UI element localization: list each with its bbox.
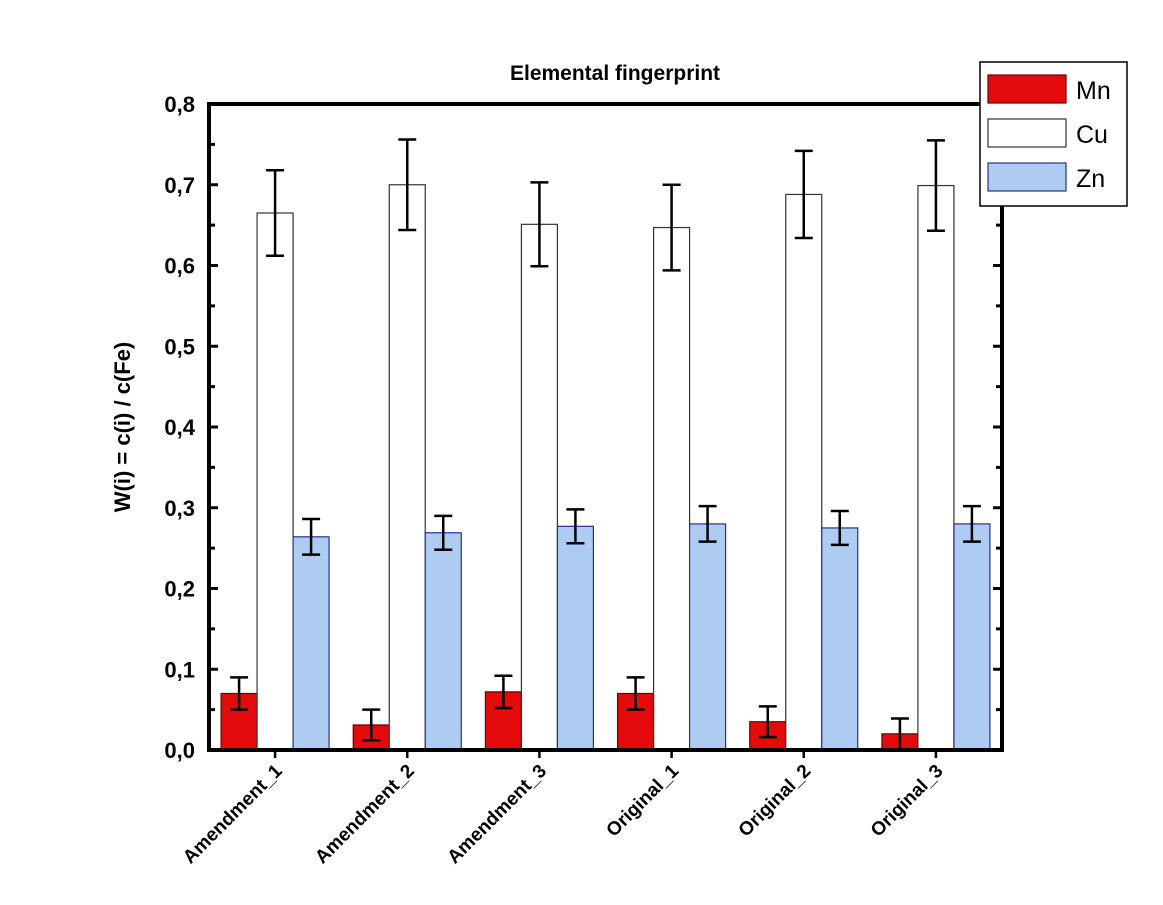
y-tick-label: 0,2 [164, 577, 195, 602]
bar-zn [821, 527, 859, 751]
legend-label-cu: Cu [1076, 121, 1108, 149]
x-tick-label: Original_1 [603, 760, 684, 841]
y-tick-label: 0,7 [164, 173, 195, 198]
bar-zn [292, 536, 330, 751]
bar-zn [688, 523, 727, 751]
x-tick-label: Original_2 [735, 761, 816, 842]
x-tick-label: Amendment_2 [311, 761, 418, 868]
bar-cu [785, 193, 823, 751]
y-tick-label: 0,0 [164, 738, 195, 763]
bar-cu [388, 184, 426, 751]
legend-swatch-cu [987, 118, 1067, 148]
bar-cu [917, 184, 955, 751]
x-tick-label: Amendment_1 [179, 760, 287, 868]
y-tick-label: 0,4 [164, 415, 195, 440]
legend-swatch-zn [987, 162, 1067, 192]
bar-zn [556, 525, 595, 751]
y-tick-label: 0,5 [164, 334, 195, 359]
bar-zn [953, 523, 991, 751]
x-tick-label: Original_3 [867, 761, 948, 842]
y-axis-label: W(i) = c(i) / c(Fe) [110, 342, 135, 513]
y-tick-label: 0,1 [164, 657, 195, 682]
y-tick-label: 0,6 [164, 254, 195, 279]
bar-cu [256, 212, 294, 751]
legend-swatch-mn [987, 74, 1067, 104]
legend-label-mn: Mn [1076, 77, 1111, 105]
x-tick-label: Amendment_3 [444, 761, 551, 868]
bar-zn [424, 532, 462, 751]
bar-cu [652, 226, 691, 751]
legend-label-zn: Zn [1076, 165, 1105, 193]
chart-title: Elemental fingerprint [510, 62, 720, 85]
y-tick-label: 0,3 [164, 496, 195, 521]
bar-cu [520, 223, 559, 751]
y-tick-label: 0,8 [164, 92, 195, 117]
legend: Mn Cu Zn [979, 61, 1128, 207]
